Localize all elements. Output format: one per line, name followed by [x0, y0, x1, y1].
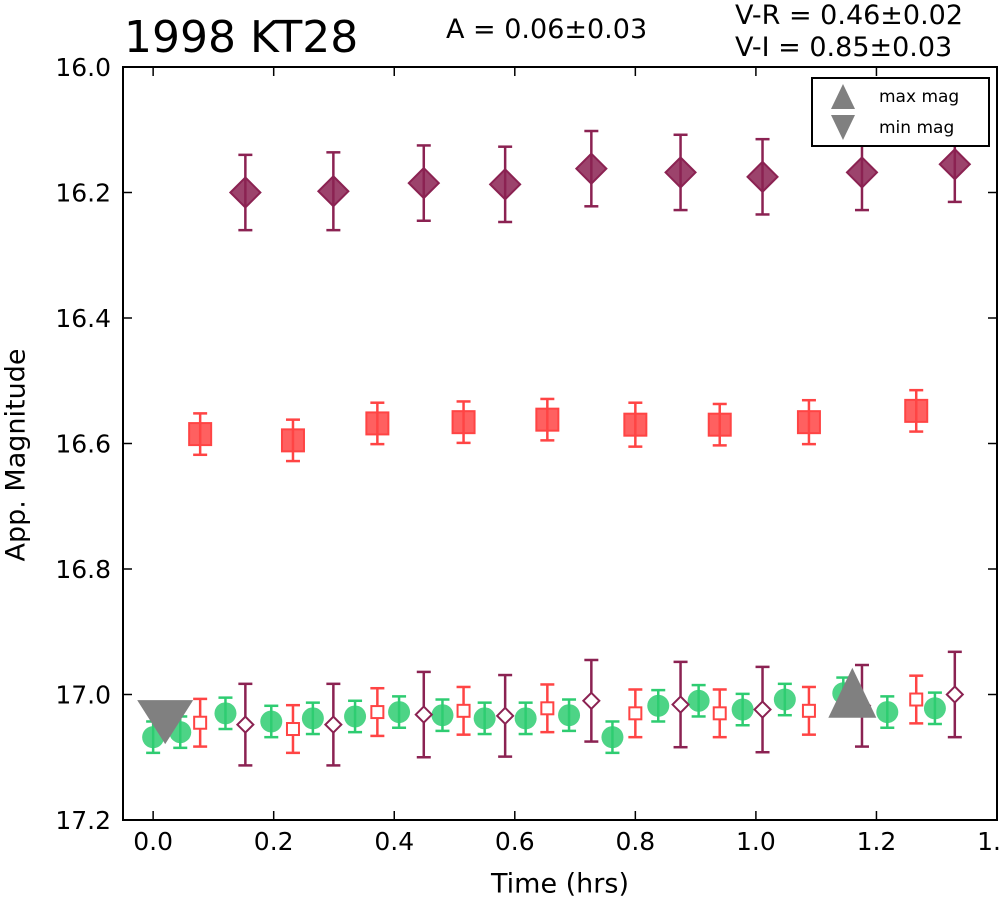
y-tick-label: 16.8	[55, 555, 111, 584]
extrema-markers	[137, 667, 877, 745]
data-point-square	[712, 706, 727, 721]
data-point-square	[540, 701, 555, 716]
x-axis-label: Time (hrs)	[490, 868, 630, 900]
data-point-diamond	[845, 156, 879, 189]
max-mag-legend-icon	[831, 84, 855, 109]
x-tick-label: 0.8	[615, 827, 655, 856]
data-point-diamond	[407, 166, 441, 200]
axis-ticks: 0.0 0.2 0.4 0.6 0.8 1.0 1.2 1.4 16.0 16.2 16.4 16.6…	[55, 53, 1000, 856]
min-mag-marker	[137, 700, 194, 745]
data-point-circle	[431, 704, 454, 727]
v-i-color-annotation: V-I = 0.85±0.03	[735, 32, 953, 63]
data-point-square	[365, 411, 390, 436]
data-point-diamond	[495, 706, 515, 726]
data-point-circle	[558, 704, 581, 727]
data-point-diamond	[753, 700, 772, 719]
x-tick-label: 0.4	[374, 827, 414, 856]
data-point-square	[451, 410, 476, 435]
data-point-circle	[731, 698, 754, 721]
data-point-circle	[923, 697, 946, 720]
data-point-square	[188, 422, 213, 447]
data-point-square	[456, 703, 471, 718]
data-point-diamond	[574, 152, 608, 186]
data-point-diamond	[235, 715, 255, 735]
data-point-square	[707, 412, 732, 437]
data-point-square	[628, 706, 643, 721]
y-tick-label: 16.2	[55, 179, 111, 208]
y-tick-label: 17.0	[55, 681, 111, 710]
data-point-square	[193, 715, 208, 730]
data-point-diamond	[581, 691, 601, 711]
data-point-diamond	[746, 160, 779, 194]
data-point-circle	[601, 726, 624, 749]
data-point-square	[904, 398, 929, 423]
legend-label-min-mag: min mag	[879, 118, 954, 138]
min-mag-legend-icon	[831, 115, 855, 140]
max-mag-marker	[828, 667, 877, 718]
data-point-circle	[301, 707, 324, 730]
data-marks	[142, 125, 972, 767]
data-point-circle	[514, 707, 537, 730]
data-point-diamond	[671, 695, 690, 714]
legend-label-max-mag: max mag	[879, 87, 959, 107]
x-tick-label: 0.0	[133, 827, 173, 856]
data-point-diamond	[228, 176, 262, 209]
data-point-circle	[214, 702, 237, 725]
data-point-circle	[687, 689, 710, 712]
x-tick-label: 0.6	[495, 827, 535, 856]
data-point-circle	[260, 710, 283, 733]
data-point-square	[280, 428, 305, 453]
chart-title: 1998 KT28	[124, 12, 359, 63]
y-tick-label: 16.0	[55, 53, 111, 82]
x-tick-label: 1.0	[736, 827, 776, 856]
data-point-circle	[473, 707, 496, 730]
amplitude-annotation: A = 0.06±0.03	[446, 14, 648, 45]
x-tick-label: 1.4	[977, 827, 1000, 856]
y-tick-label: 17.2	[55, 806, 111, 835]
v-r-color-annotation: V-R = 0.46±0.02	[735, 0, 964, 31]
data-point-diamond	[938, 147, 972, 181]
data-point-square	[370, 705, 385, 720]
data-point-circle	[388, 701, 411, 724]
data-point-diamond	[488, 167, 522, 201]
data-point-square	[796, 410, 821, 435]
data-point-diamond	[414, 705, 434, 724]
x-tick-label: 0.2	[254, 827, 294, 856]
data-point-square	[801, 703, 816, 718]
data-point-square	[285, 722, 300, 737]
data-point-circle	[647, 694, 670, 717]
data-point-diamond	[664, 156, 697, 189]
data-point-diamond	[316, 174, 350, 208]
data-point-square	[535, 407, 560, 432]
data-point-circle	[344, 705, 367, 728]
data-point-square	[623, 412, 648, 437]
y-tick-label: 16.4	[55, 304, 111, 333]
legend: max mag min mag	[811, 77, 990, 147]
data-point-diamond	[323, 715, 343, 735]
y-tick-label: 16.6	[55, 430, 111, 459]
data-point-circle	[876, 701, 899, 724]
data-point-square	[909, 692, 924, 707]
x-tick-label: 1.2	[857, 827, 897, 856]
data-point-diamond	[945, 685, 965, 704]
data-point-circle	[773, 688, 796, 711]
